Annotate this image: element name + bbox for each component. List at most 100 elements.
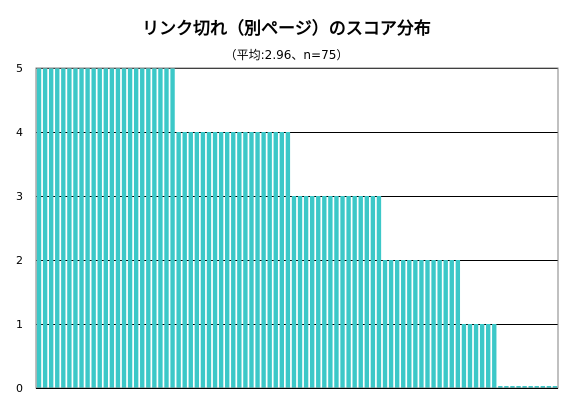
bars [36,68,558,388]
bar [510,386,515,388]
bar [479,324,485,388]
bar [61,68,66,388]
bar [243,132,248,388]
bar [182,132,187,388]
bar [431,260,436,388]
bar [285,132,291,388]
bar [85,68,90,388]
y-tick-label: 3 [16,190,23,203]
bar [316,196,321,388]
axes [35,67,559,389]
bar [334,196,339,388]
bar [486,324,491,388]
bar [413,260,418,388]
bar [231,132,236,388]
bar [376,196,382,388]
bar [425,260,430,388]
bar [267,132,272,388]
bar [140,68,145,388]
bar [540,386,546,388]
bar [48,68,54,388]
bar [419,260,424,388]
bar [152,68,157,388]
bar [91,68,96,388]
bar [146,68,151,388]
y-tick-label: 5 [16,62,23,75]
plot-frame [35,67,559,389]
bar [200,132,206,388]
bar [279,132,285,388]
bar [461,324,467,388]
bar [492,324,497,388]
bar [212,132,218,388]
bar [170,68,175,388]
bar [218,132,224,388]
bar [449,260,454,388]
bar [127,68,133,388]
bar [352,196,357,388]
bar [328,196,333,388]
bar [121,68,127,388]
bar [176,132,181,388]
bar [504,386,509,388]
bar [188,132,193,388]
chart-title: リンク切れ（別ページ）のスコア分布 [142,19,431,39]
bar [249,132,254,388]
y-tick-labels: 0 1 2 3 4 5 [16,62,23,395]
bar [237,132,242,388]
bar [297,196,303,388]
bar [67,68,72,388]
bar [394,260,400,388]
bar [322,196,327,388]
bar [455,260,461,388]
bar [437,260,442,388]
bar [516,386,521,388]
bar [388,260,394,388]
bar [109,68,115,388]
bar [261,132,266,388]
bar [36,68,42,388]
bar [303,196,309,388]
bar [309,196,315,388]
bar [73,68,78,388]
bar [443,260,448,388]
bar [225,132,230,388]
bar [522,386,527,388]
chart-subtitle: （平均:2.96、n=75） [224,48,349,62]
bar [42,68,48,388]
bar [291,196,297,388]
bar [79,68,84,388]
gridlines [36,68,558,325]
bar [340,196,345,388]
bar [534,386,539,388]
bar [498,386,503,388]
bar [370,196,376,388]
bar [473,324,479,388]
bar [255,132,260,388]
bar [358,196,363,388]
bar [103,68,108,388]
bar [552,386,558,388]
bar [194,132,200,388]
bar [546,386,552,388]
bar [206,132,212,388]
bar [346,196,351,388]
bar [528,386,533,388]
bar [273,132,278,388]
y-tick-label: 0 [16,382,23,395]
bar [97,68,102,388]
bar [133,68,139,388]
bar [407,260,412,388]
bar [158,68,163,388]
bar [55,68,60,388]
bar [382,260,388,388]
bar [401,260,406,388]
y-tick-label: 2 [16,254,23,267]
bar [115,68,121,388]
y-tick-label: 1 [16,318,23,331]
y-tick-label: 4 [16,126,23,139]
bar [467,324,473,388]
bar [364,196,369,388]
bar [164,68,169,388]
